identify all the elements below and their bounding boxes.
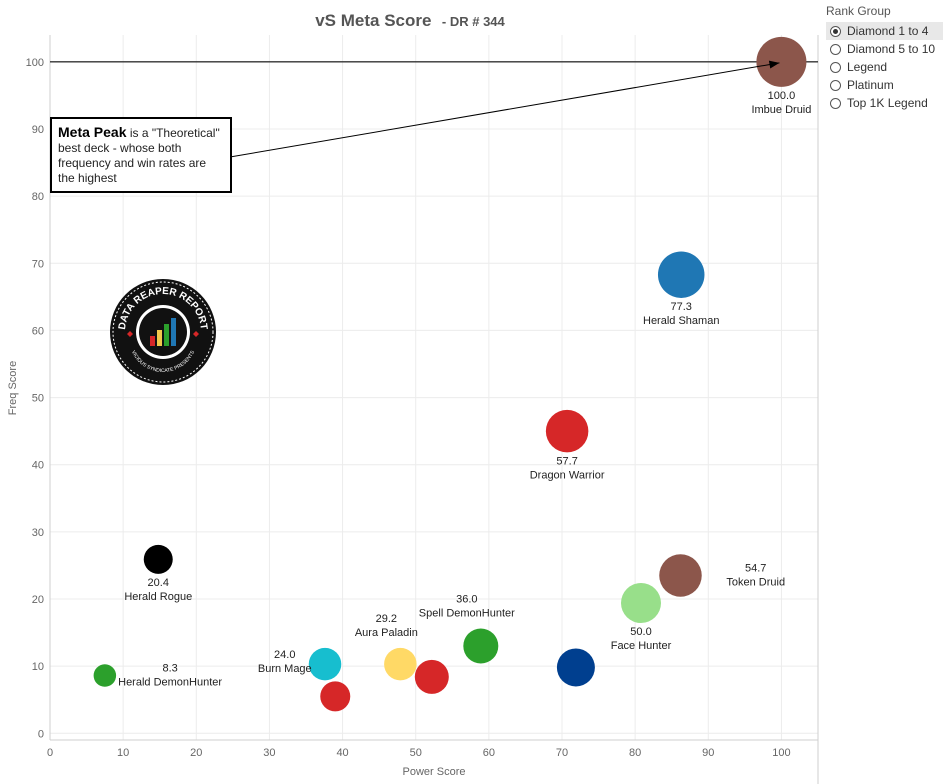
y-tick-label: 60 [32,325,44,337]
data-point [659,554,702,597]
radio-icon [830,25,841,37]
data-label-score: 24.0 [274,649,295,661]
data-label-name: Burn Mage [258,663,312,675]
legend-title: Rank Group [826,4,891,18]
data-point [143,544,173,574]
legend-option-label: Legend [847,60,888,74]
data-label-name: Herald DemonHunter [118,677,222,689]
x-tick-label: 40 [336,747,348,759]
data-label-name: Dragon Warrior [530,469,605,481]
x-tick-label: 80 [629,747,641,759]
data-point [657,251,705,298]
x-tick-label: 70 [556,747,568,759]
annotation-title: Meta Peak [58,124,127,140]
data-labels: 100.0 Imbue Druid 77.3 Herald Shaman 57.7 Dra… [118,90,811,689]
data-point [93,664,117,687]
y-tick-label: 20 [32,594,44,606]
data-points [93,36,807,712]
axes: 0 10 20 30 40 50 60 70 80 90 100 0 10 20 30 40 50 60 70 80 9… [26,35,819,784]
data-label-name: Herald Shaman [643,315,719,327]
data-label-name: Face Hunter [611,640,672,652]
data-point [545,409,589,453]
legend-option-diamond-1-4[interactable]: Diamond 1 to 4 [826,22,943,40]
legend-option-diamond-5-10[interactable]: Diamond 5 to 10 [826,40,943,58]
chart-title-main: vS Meta Score [315,11,431,30]
legend-option-label: Diamond 5 to 10 [847,42,936,56]
data-label-name: Token Druid [726,577,785,589]
data-label-name: Aura Paladin [355,627,418,639]
data-label-name: Spell DemonHunter [419,608,515,620]
x-tick-label: 50 [410,747,422,759]
x-tick-label: 10 [117,747,129,759]
data-label-score: 57.7 [556,455,577,467]
legend-option-label: Top 1K Legend [847,96,928,110]
y-tick-label: 90 [32,124,44,136]
annotation-arrowhead [768,60,780,69]
legend-option-label: Platinum [847,78,894,92]
y-axis-title: Freq Score [7,361,19,415]
annotation-arrow [229,62,780,158]
data-label-score: 77.3 [671,301,692,313]
data-point [756,36,807,87]
legend-option-label: Diamond 1 to 4 [847,24,929,38]
x-tick-label: 30 [263,747,275,759]
x-tick-label: 60 [483,747,495,759]
y-tick-label: 50 [32,393,44,405]
radio-icon [830,61,841,73]
data-point [463,628,499,664]
y-tick-label: 0 [38,728,44,740]
data-point [556,648,595,687]
data-point [320,681,351,712]
radio-icon [830,97,841,109]
data-point [308,647,342,681]
y-tick-label: 70 [32,258,44,270]
data-label-score: 36.0 [456,594,477,606]
y-tick-label: 10 [32,661,44,673]
data-point [384,647,417,681]
chart-title: vS Meta Score - DR # 344 [315,11,505,30]
x-tick-label: 0 [47,747,53,759]
logo-emblem: DATA REAPER REPORT VICIOUS SYNDICATE PRE… [110,279,216,385]
data-label-name: Imbue Druid [751,104,811,116]
data-point [620,583,661,624]
radio-icon [830,43,841,55]
x-tick-label: 100 [772,747,790,759]
legend-option-platinum[interactable]: Platinum [826,76,943,94]
data-label-score: 8.3 [162,663,177,675]
chart-title-sub: - DR # 344 [442,14,506,29]
y-tick-label: 100 [26,57,44,69]
legend-option-legend[interactable]: Legend [826,58,943,76]
y-tick-label: 40 [32,460,44,472]
data-label-score: 20.4 [148,577,169,589]
data-point [414,659,449,694]
meta-peak-annotation: Meta Peak is a "Theoretical" best deck -… [50,117,232,193]
data-label-score: 50.0 [630,626,651,638]
x-axis-title: Power Score [403,766,466,778]
rank-group-legend: Rank Group Diamond 1 to 4 Diamond 5 to 1… [826,4,943,112]
annotation-text: is a "Theoretical" best deck - whose bot… [58,126,220,185]
x-tick-label: 90 [702,747,714,759]
legend-option-top-1k-legend[interactable]: Top 1K Legend [826,94,943,112]
data-label-name: Herald Rogue [124,591,192,603]
y-tick-label: 80 [32,191,44,203]
radio-icon [830,79,841,91]
data-reaper-report-logo: DATA REAPER REPORT VICIOUS SYNDICATE PRE… [109,278,217,386]
data-label-score: 54.7 [745,563,766,575]
data-label-score: 29.2 [376,613,397,625]
x-tick-label: 20 [190,747,202,759]
y-tick-label: 30 [32,527,44,539]
data-label-score: 100.0 [768,90,796,102]
